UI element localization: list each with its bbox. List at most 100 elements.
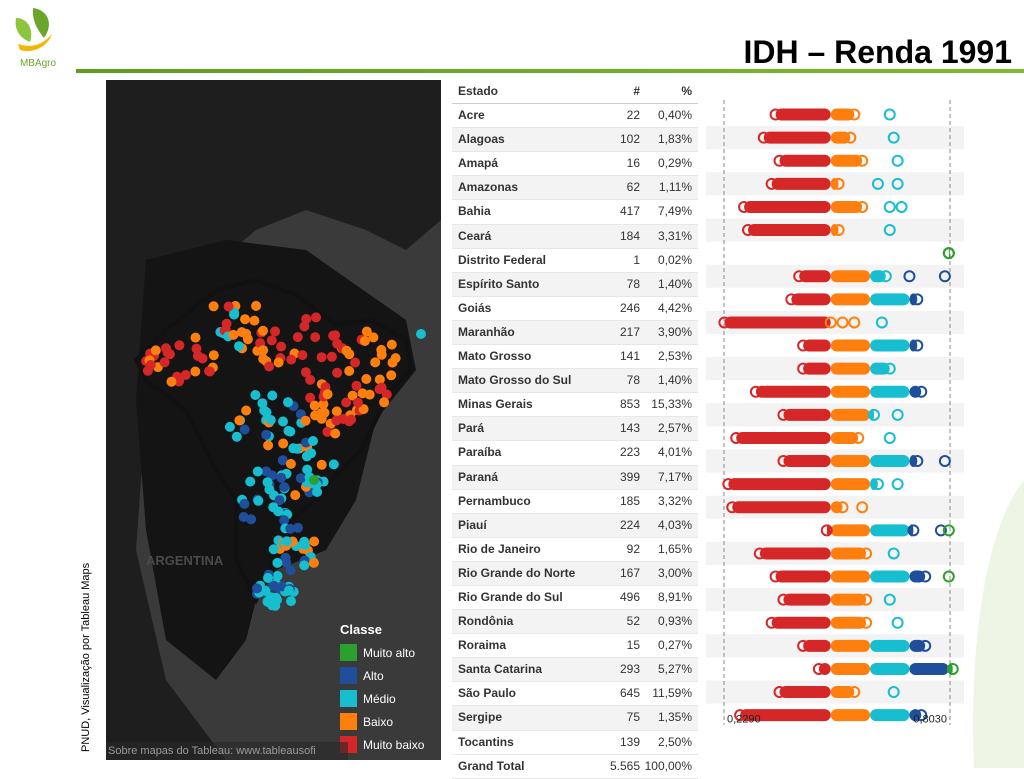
range-band[interactable]	[830, 639, 871, 652]
municipality-dot[interactable]	[270, 600, 281, 611]
municipality-dot[interactable]	[309, 400, 320, 411]
municipality-dot[interactable]	[173, 376, 184, 387]
value-dot[interactable]	[891, 154, 904, 167]
table-row[interactable]: Amapá 16 0,29%	[452, 152, 698, 177]
municipality-dot[interactable]	[350, 357, 361, 368]
municipality-dot[interactable]	[318, 399, 329, 410]
municipality-dot[interactable]	[283, 585, 294, 596]
municipality-dot[interactable]	[204, 366, 215, 377]
value-dot[interactable]	[824, 316, 837, 329]
municipality-dot[interactable]	[234, 341, 244, 352]
range-band[interactable]	[736, 431, 831, 444]
range-band[interactable]	[763, 131, 831, 144]
value-dot[interactable]	[832, 177, 845, 190]
municipality-dot[interactable]	[265, 415, 276, 425]
municipality-dot[interactable]	[347, 390, 358, 401]
range-band[interactable]	[826, 524, 831, 537]
range-band[interactable]	[870, 455, 910, 468]
value-dot[interactable]	[942, 247, 955, 260]
range-band[interactable]	[830, 709, 871, 722]
value-dot[interactable]	[773, 154, 786, 167]
table-row[interactable]: Mato Grosso 141 2,53%	[452, 345, 698, 370]
municipality-dot[interactable]	[344, 366, 355, 376]
municipality-dot[interactable]	[379, 397, 390, 408]
range-band[interactable]	[783, 455, 831, 468]
value-dot[interactable]	[777, 408, 790, 421]
value-dot[interactable]	[769, 108, 782, 121]
value-dot[interactable]	[887, 547, 900, 560]
value-dot[interactable]	[860, 593, 873, 606]
range-band[interactable]	[724, 316, 831, 329]
municipality-dot[interactable]	[300, 415, 311, 426]
value-dot[interactable]	[938, 455, 951, 468]
table-row[interactable]: Espírito Santo 78 1,40%	[452, 272, 698, 297]
range-band[interactable]	[870, 570, 910, 583]
value-dot[interactable]	[856, 154, 869, 167]
table-row[interactable]: Roraima 15 0,27%	[452, 634, 698, 659]
range-band[interactable]	[870, 339, 910, 352]
value-dot[interactable]	[887, 131, 900, 144]
municipality-dot[interactable]	[224, 421, 235, 432]
map-panel[interactable]: ARGENTINA Classe Muito alto Alto Médio Baix…	[106, 80, 441, 760]
municipality-dot[interactable]	[159, 357, 170, 368]
range-band[interactable]	[830, 108, 855, 121]
municipality-dot[interactable]	[278, 416, 288, 427]
value-dot[interactable]	[848, 316, 861, 329]
range-band[interactable]	[870, 293, 910, 306]
table-row[interactable]: Mato Grosso do Sul 78 1,40%	[452, 369, 698, 394]
table-row[interactable]: Maranhão 217 3,90%	[452, 320, 698, 346]
municipality-dot[interactable]	[285, 565, 296, 576]
range-band[interactable]	[748, 224, 831, 237]
range-band[interactable]	[830, 339, 871, 352]
range-band[interactable]	[830, 408, 871, 421]
table-row[interactable]: Ceará 184 3,31%	[452, 224, 698, 249]
value-dot[interactable]	[844, 131, 857, 144]
value-dot[interactable]	[919, 639, 932, 652]
municipality-dot[interactable]	[241, 328, 252, 339]
municipality-dot[interactable]	[270, 326, 281, 337]
range-band[interactable]	[870, 524, 910, 537]
municipality-dot[interactable]	[263, 573, 273, 583]
value-dot[interactable]	[883, 224, 896, 237]
municipality-dot[interactable]	[300, 367, 311, 378]
municipality-dot[interactable]	[300, 540, 310, 551]
table-row[interactable]: Tocantins 139 2,50%	[452, 731, 698, 755]
municipality-dot[interactable]	[305, 374, 316, 385]
municipality-dot[interactable]	[276, 472, 287, 483]
range-band[interactable]	[830, 177, 839, 190]
table-row[interactable]: Piauí 224 4,03%	[452, 513, 698, 538]
table-row[interactable]: Distrito Federal 1 0,02%	[452, 249, 698, 273]
range-band[interactable]	[948, 662, 953, 675]
municipality-dot[interactable]	[416, 329, 426, 339]
municipality-dot[interactable]	[278, 438, 289, 449]
range-band[interactable]	[791, 293, 831, 306]
dot-plot-canvas[interactable]: 0,2290 0,8030	[706, 80, 964, 728]
municipality-dot[interactable]	[264, 361, 275, 372]
municipality-dot[interactable]	[332, 367, 343, 378]
range-band[interactable]	[783, 408, 831, 421]
value-dot[interactable]	[903, 270, 916, 283]
municipality-dot[interactable]	[234, 415, 245, 426]
value-dot[interactable]	[836, 316, 849, 329]
municipality-dot[interactable]	[386, 370, 397, 381]
municipality-dot[interactable]	[180, 370, 191, 380]
table-row[interactable]: Paraíba 223 4,01%	[452, 441, 698, 466]
table-row[interactable]: Santa Catarina 293 5,27%	[452, 658, 698, 683]
municipality-dot[interactable]	[316, 459, 327, 470]
municipality-dot[interactable]	[240, 314, 250, 325]
table-row[interactable]: Paraná 399 7,17%	[452, 465, 698, 490]
municipality-dot[interactable]	[351, 380, 362, 391]
range-band[interactable]	[771, 177, 831, 190]
municipality-dot[interactable]	[223, 301, 234, 312]
municipality-dot[interactable]	[331, 406, 342, 417]
range-band[interactable]	[775, 108, 831, 121]
value-dot[interactable]	[848, 686, 861, 699]
value-dot[interactable]	[773, 686, 786, 699]
value-dot[interactable]	[836, 501, 849, 514]
table-row[interactable]: Rondônia 52 0,93%	[452, 610, 698, 635]
municipality-dot[interactable]	[190, 332, 201, 343]
header-pct[interactable]: %	[681, 84, 692, 98]
legend-item[interactable]: Alto	[340, 664, 440, 687]
municipality-dot[interactable]	[285, 458, 296, 469]
municipality-dot[interactable]	[231, 431, 242, 442]
